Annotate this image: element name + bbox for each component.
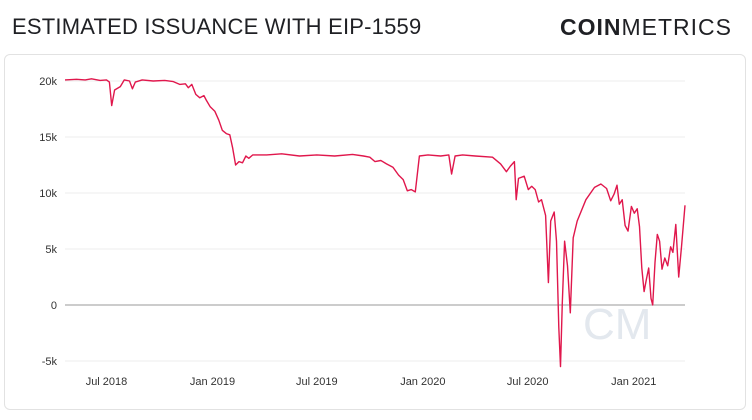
coinmetrics-watermark: CM xyxy=(583,300,651,349)
x-tick-label: Jan 2020 xyxy=(400,376,445,388)
series-layer xyxy=(64,78,686,368)
y-tick-label: 10k xyxy=(39,188,57,200)
x-tick-label: Jan 2019 xyxy=(190,376,235,388)
coinmetrics-logo: COINMETRICS xyxy=(560,14,732,41)
x-tick-label: Jul 2020 xyxy=(507,376,549,388)
y-tick-label: 5k xyxy=(45,244,57,256)
y-axis: -5k 0 5k 10k 15k 20k xyxy=(39,76,57,368)
y-tick-label: -5k xyxy=(42,356,58,368)
logo-bold-text: COIN xyxy=(560,14,622,40)
chart-panel: CM -5k 0 5k 10k 15k 20k Jul 2018 Jan 2019 Jul 2… xyxy=(4,54,746,410)
issuance-line xyxy=(64,78,686,368)
x-tick-label: Jul 2018 xyxy=(86,376,128,388)
y-tick-label: 0 xyxy=(51,300,57,312)
x-tick-label: Jan 2021 xyxy=(611,376,656,388)
x-axis: Jul 2018 Jan 2019 Jul 2019 Jan 2020 Jul 2020… xyxy=(86,376,657,388)
y-tick-label: 20k xyxy=(39,76,57,88)
x-tick-label: Jul 2019 xyxy=(296,376,338,388)
page-title: ESTIMATED ISSUANCE WITH EIP-1559 xyxy=(12,14,422,39)
logo-light-text: METRICS xyxy=(621,14,732,40)
y-tick-label: 15k xyxy=(39,132,57,144)
